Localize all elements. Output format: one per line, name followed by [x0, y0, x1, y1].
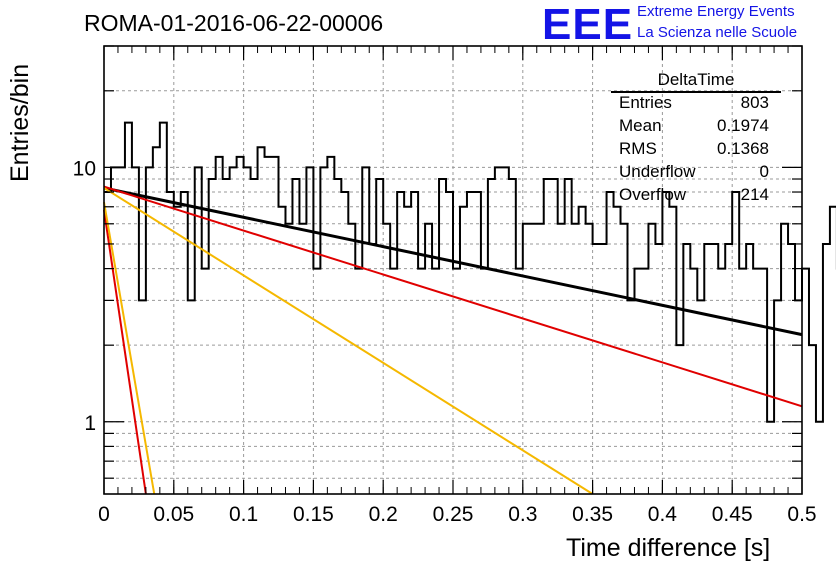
histogram-bars — [104, 121, 836, 423]
stats-title: DeltaTime — [657, 70, 735, 89]
tick-labels: 0 0.05 0.1 0.15 0.2 0.25 0.3 0.35 0.4 0.45 0.5 1 10 — [73, 157, 817, 526]
y-tick-label: 1 — [84, 412, 96, 435]
stats-key: Underflow — [619, 162, 696, 181]
stats-value: 0.1974 — [717, 116, 769, 135]
stats-value: 0.1368 — [717, 139, 769, 158]
fit-curve — [103, 185, 803, 408]
x-tick-label: 0.5 — [787, 503, 816, 526]
x-tick-label: 0.3 — [508, 503, 537, 526]
x-tick-label: 0.1 — [229, 503, 258, 526]
x-tick-label: 0.2 — [369, 503, 398, 526]
x-tick-label: 0.05 — [153, 503, 194, 526]
stats-value: 803 — [740, 93, 769, 112]
histogram-outline — [104, 121, 836, 423]
stats-key: RMS — [619, 139, 657, 158]
eee-logo: EEE — [542, 0, 634, 49]
x-tick-label: 0.15 — [293, 503, 334, 526]
stats-row-mean: Mean 0.1974 — [619, 116, 769, 138]
stats-value: 214 — [740, 185, 769, 204]
logo-subtitle-line1: Extreme Energy Events — [637, 3, 795, 20]
x-tick-label: 0 — [98, 503, 110, 526]
stats-box: DeltaTime Entries 803 Mean 0.1974 RMS 0.… — [611, 70, 781, 210]
fit-curve — [103, 201, 156, 495]
x-tick-label: 0.25 — [433, 503, 474, 526]
grid-lines — [104, 45, 802, 494]
stats-row-underflow: Underflow 0 — [619, 162, 769, 184]
stats-row-rms: RMS 0.1368 — [619, 139, 769, 161]
y-tick-label: 10 — [73, 157, 96, 180]
fit-curve — [103, 209, 147, 495]
stats-key: Mean — [619, 116, 662, 135]
fit-curve — [103, 186, 803, 337]
x-tick-label: 0.35 — [572, 503, 613, 526]
stats-key: Overflow — [619, 185, 687, 204]
x-tick-label: 0.45 — [712, 503, 753, 526]
stats-row-entries: Entries 803 — [619, 93, 769, 115]
fit-curve — [103, 187, 594, 495]
fit-curves — [103, 185, 803, 495]
stats-value: 0 — [759, 162, 769, 181]
stats-key: Entries — [619, 93, 672, 112]
run-title: ROMA-01-2016-06-22-00006 — [84, 10, 384, 36]
x-axis-title: Time difference [s] — [566, 534, 771, 562]
y-axis-title: Entries/bin — [6, 63, 34, 182]
logo-subtitle-line2: La Scienza nelle Scuole — [637, 24, 798, 41]
stats-row-overflow: Overflow 214 — [619, 185, 769, 207]
axis-ticks — [103, 45, 803, 494]
x-tick-label: 0.4 — [648, 503, 678, 526]
stats-divider — [611, 91, 781, 93]
